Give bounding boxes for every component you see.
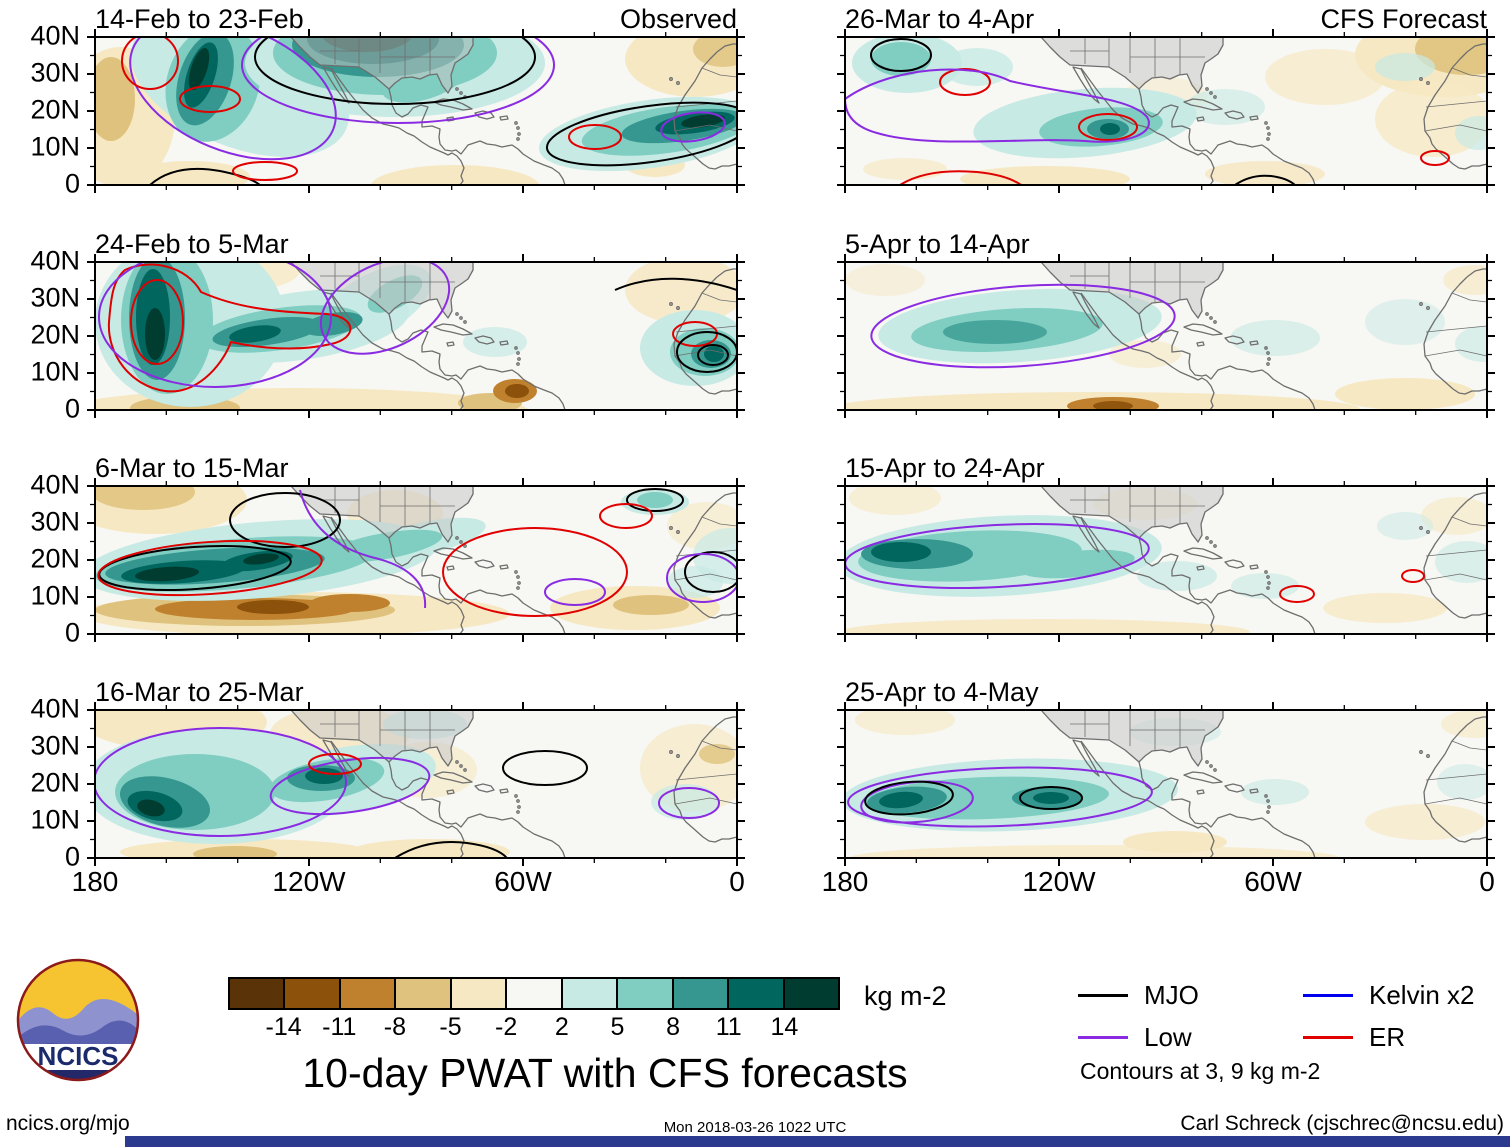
panel-title: 15-Apr to 24-Apr: [845, 453, 1045, 483]
x-axis-label: 0: [729, 866, 745, 897]
colorbar-swatch: [396, 979, 452, 1008]
y-axis-label: 20N: [30, 319, 80, 350]
legend-item: Low: [1078, 1018, 1303, 1056]
colorbar-tick-label: 8: [666, 1013, 681, 1041]
x-axis-labels: 180 120W 60W 0: [72, 866, 745, 900]
y-axis-label: 40N: [30, 20, 80, 51]
timestamp: Mon 2018-03-26 1022 UTC: [663, 1119, 847, 1136]
legend-line-er: [1303, 1035, 1353, 1039]
colorbar-tick-label: -8: [383, 1013, 407, 1041]
colorbar-units: kg m-2: [864, 981, 947, 1011]
x-axis-label: 180: [821, 866, 869, 897]
colorbar-tick-label: 5: [610, 1013, 625, 1041]
legend-item: ER: [1303, 1018, 1510, 1056]
y-axis-labels: 40N 30N 20N 10N 0: [0, 469, 86, 647]
legend-label: Low: [1144, 1021, 1192, 1052]
logo-text: NCICS: [38, 1041, 119, 1071]
colorbar-tick-label: 11: [715, 1013, 742, 1041]
colorbar-swatch: [673, 979, 730, 1008]
colorbar-swatch: [562, 979, 619, 1008]
x-axis-labels: 180 120W 60W 0: [822, 866, 1495, 900]
x-axis-label: 120W: [1022, 866, 1096, 897]
map-panel-observed-4: [86, 701, 746, 867]
legend-item: Kelvin x2: [1303, 976, 1510, 1014]
panel-title: 26-Mar to 4-Apr: [845, 4, 1035, 34]
colorbar-swatch: [340, 979, 397, 1008]
y-axis-label: 10N: [30, 356, 80, 387]
y-axis-label: 0: [64, 617, 80, 648]
colorbar-swatch: [618, 979, 674, 1008]
colorbar-tick-label: -11: [322, 1013, 357, 1041]
y-axis-label: 10N: [30, 580, 80, 611]
panel-title: 14-Feb to 23-Feb: [95, 4, 304, 34]
y-axis-label: 20N: [30, 543, 80, 574]
x-axis-label: 60W: [494, 866, 552, 897]
map-panel-forecast-1: [836, 28, 1496, 194]
y-axis-label: 0: [64, 393, 80, 424]
x-axis-label: 120W: [272, 866, 346, 897]
y-axis-label: 20N: [30, 767, 80, 798]
colorbar-swatch: [451, 979, 508, 1008]
panel-title: 25-Apr to 4-May: [845, 677, 1039, 707]
legend-line-kelvin-x2: [1303, 993, 1353, 997]
map-panel-forecast-2: [836, 253, 1496, 419]
website-link[interactable]: ncics.org/mjo: [6, 1112, 130, 1135]
author-credit: Carl Schreck (cjschrec@ncsu.edu): [1180, 1112, 1504, 1135]
legend-line-low: [1078, 1035, 1128, 1039]
colorbar-tick-label: 14: [770, 1013, 799, 1041]
x-axis-label: 180: [71, 866, 119, 897]
x-axis-label: 60W: [1244, 866, 1302, 897]
map-panel-forecast-4: [836, 701, 1496, 867]
colorbar-swatch: [230, 979, 286, 1008]
x-axis-label: 0: [1479, 866, 1495, 897]
y-axis-label: 20N: [30, 94, 80, 125]
y-axis-label: 30N: [30, 282, 80, 313]
y-axis-label: 30N: [30, 730, 80, 761]
panel-title: 6-Mar to 15-Mar: [95, 453, 289, 483]
colorbar-tick-label: 2: [554, 1013, 569, 1041]
y-axis-label: 10N: [30, 804, 80, 835]
map-panel-forecast-3: [836, 477, 1496, 643]
legend-line-mjo: [1078, 993, 1128, 997]
legend-label: ER: [1369, 1021, 1406, 1052]
y-axis-label: 40N: [30, 245, 80, 276]
y-axis-label: 30N: [30, 57, 80, 88]
map-panel-observed-3: [86, 477, 746, 643]
y-axis-label: 0: [64, 841, 80, 872]
y-axis-label: 40N: [30, 693, 80, 724]
panel-title: 16-Mar to 25-Mar: [95, 677, 304, 707]
y-axis-label: 30N: [30, 506, 80, 537]
colorbar-swatch: [729, 979, 785, 1008]
y-axis-label: 10N: [30, 131, 80, 162]
y-axis-labels: 40N 30N 20N 10N 0: [0, 20, 86, 198]
map-panel-observed-1: [86, 28, 746, 194]
legend-label: MJO: [1144, 979, 1199, 1010]
colorbar-tick-label: -2: [495, 1013, 518, 1041]
panel-title: 24-Feb to 5-Mar: [95, 229, 289, 259]
colorbar-tick-label: -14: [265, 1013, 302, 1041]
colorbar-swatch: [285, 979, 341, 1008]
bottom-bar: [125, 1136, 1510, 1147]
colorbar-tick-label: -5: [439, 1013, 462, 1041]
colorbar-tick-labels: -14 -11 -8 -5 -2 2 5 8 11 14: [228, 1013, 840, 1041]
ncics-logo: NCICS: [14, 956, 142, 1089]
colorbar-swatch: [784, 979, 838, 1008]
y-axis-labels: 40N 30N 20N 10N 0: [0, 693, 86, 871]
y-axis-label: 0: [64, 168, 80, 199]
column-header-forecast: CFS Forecast: [1320, 4, 1487, 34]
map-panel-observed-2: [86, 253, 746, 419]
y-axis-label: 40N: [30, 469, 80, 500]
contour-legend: MJO Kelvin x2 Low ER: [1078, 976, 1510, 1056]
figure-title: 10-day PWAT with CFS forecasts: [302, 1050, 908, 1096]
legend-item: MJO: [1078, 976, 1303, 1014]
contour-note: Contours at 3, 9 kg m-2: [1080, 1058, 1321, 1084]
colorbar: [228, 977, 840, 1010]
column-header-observed: Observed: [619, 4, 737, 34]
colorbar-swatch: [507, 979, 563, 1008]
y-axis-labels: 40N 30N 20N 10N 0: [0, 245, 86, 423]
panel-title: 5-Apr to 14-Apr: [845, 229, 1030, 259]
legend-label: Kelvin x2: [1369, 979, 1475, 1010]
